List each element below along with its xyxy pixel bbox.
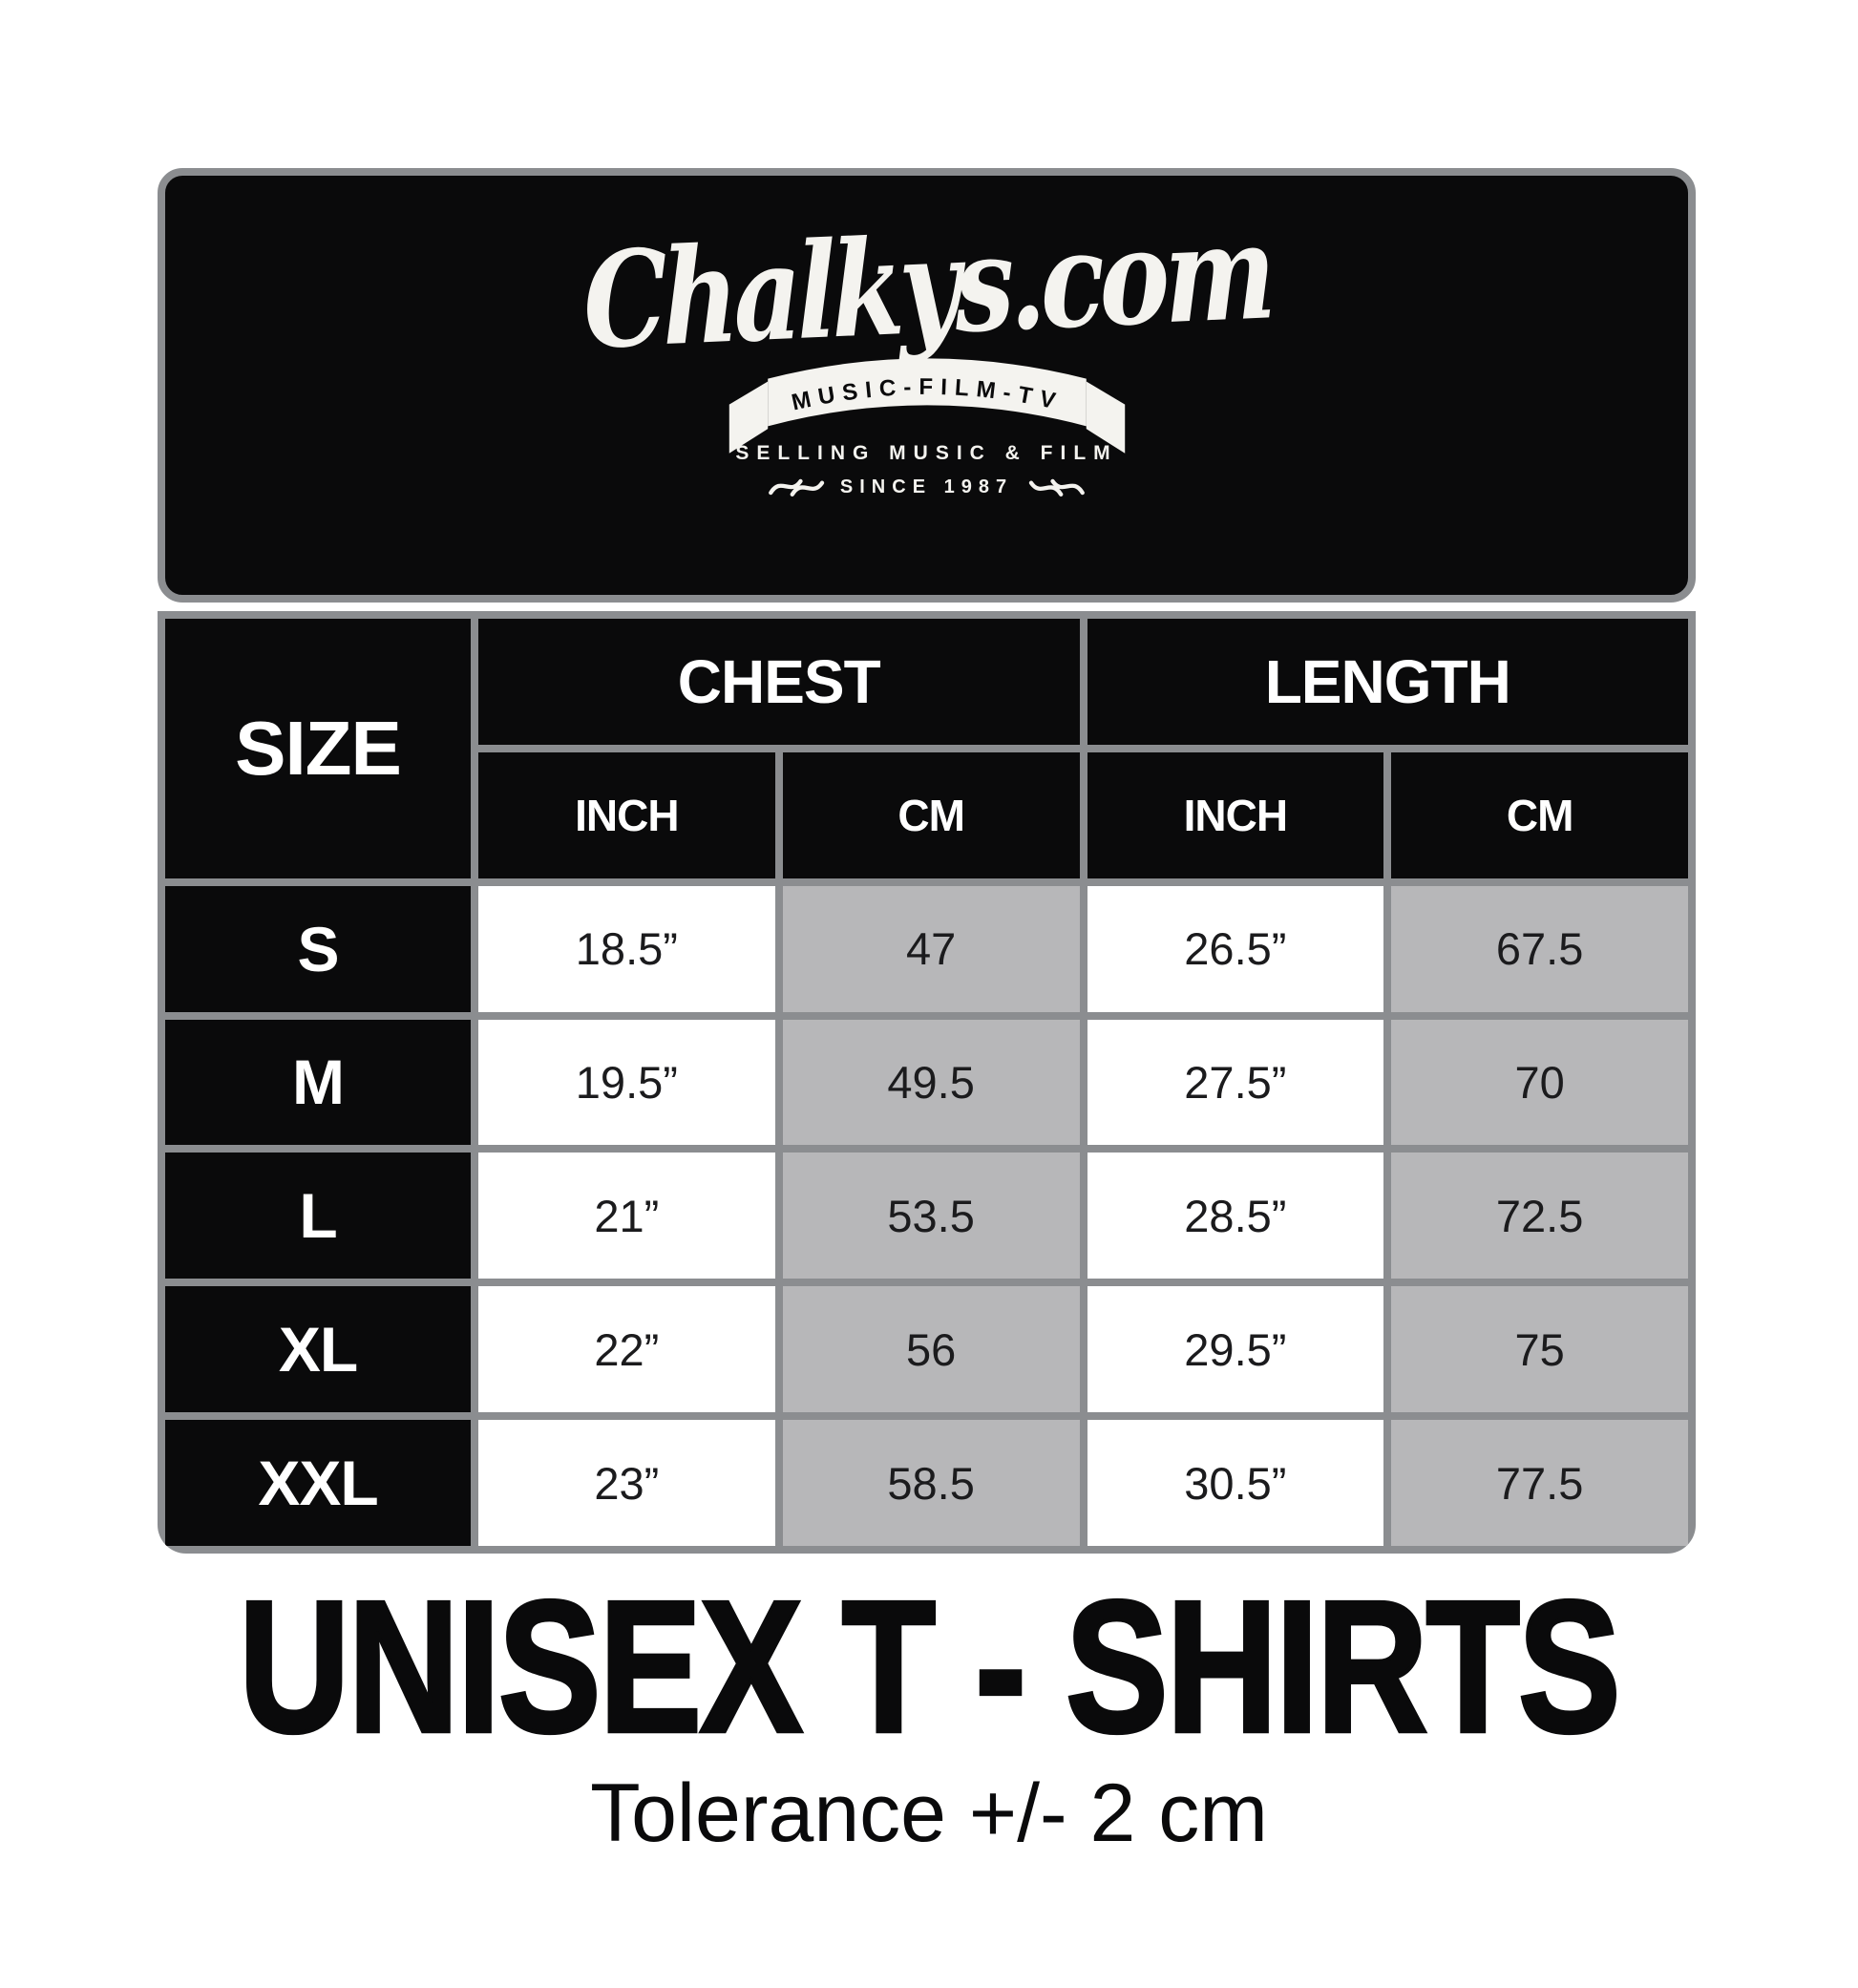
size-chart-table: SIZE CHEST LENGTH INCH CM INCH CM S 18.5… [158, 611, 1696, 1554]
brand-tagline: SELLING MUSIC & FILM [735, 442, 1118, 465]
size-header-cell: SIZE [165, 619, 471, 878]
ribbon-left-tail [728, 381, 768, 454]
flourish-left-icon [769, 479, 825, 497]
chest-cm-value-cell: 47 [782, 885, 1080, 1012]
length-inch-value-cell: 28.5” [1087, 1153, 1384, 1280]
since-row: SINCE 1987 [766, 475, 1087, 499]
ribbon-band [767, 358, 1087, 427]
length-cm-value-cell: 67.5 [1391, 885, 1688, 1012]
flourish-right-icon [1028, 479, 1085, 497]
length-cm-value-cell: 77.5 [1391, 1420, 1688, 1546]
brand-card: Chalkys.com MUSIC-FILM-TV SELLING MUSIC … [158, 168, 1696, 603]
chest-inch-value-cell: 23” [478, 1420, 775, 1546]
length-inch-value-cell: 26.5” [1087, 885, 1384, 1012]
size-label-cell: XL [165, 1286, 471, 1413]
size-label-cell: M [165, 1019, 471, 1146]
chest-inch-value-cell: 21” [478, 1153, 775, 1280]
chest-inch-value-cell: 22” [478, 1286, 775, 1413]
chest-header-cell: CHEST [478, 619, 1080, 745]
tolerance-note: Tolerance +/- 2 cm [590, 1767, 1268, 1859]
chest-cm-value-cell: 56 [782, 1286, 1080, 1413]
since-text: SINCE 1987 [839, 476, 1014, 497]
chest-cm-value-cell: 49.5 [782, 1019, 1080, 1146]
ribbon-right-tail [1086, 381, 1125, 454]
chest-cm-value-cell: 58.5 [782, 1420, 1080, 1546]
length-cm-header-cell: CM [1391, 751, 1688, 878]
length-cm-value-cell: 72.5 [1391, 1153, 1688, 1280]
brand-logo-script: Chalkys.com [581, 193, 1273, 379]
length-inch-value-cell: 29.5” [1087, 1286, 1384, 1413]
product-category-title: UNISEX T - SHIRTS [237, 1562, 1622, 1771]
size-label-cell: S [165, 885, 471, 1012]
ribbon-banner: MUSIC-FILM-TV [728, 358, 1125, 454]
length-inch-value-cell: 27.5” [1087, 1019, 1384, 1146]
chest-cm-value-cell: 53.5 [782, 1153, 1080, 1280]
length-inch-value-cell: 30.5” [1087, 1420, 1384, 1546]
chest-inch-header-cell: INCH [478, 751, 775, 878]
length-header-cell: LENGTH [1087, 619, 1688, 745]
size-label-cell: XXL [165, 1420, 471, 1546]
chest-inch-value-cell: 19.5” [478, 1019, 775, 1146]
length-cm-value-cell: 70 [1391, 1019, 1688, 1146]
size-label-cell: L [165, 1153, 471, 1280]
length-cm-value-cell: 75 [1391, 1286, 1688, 1413]
length-inch-header-cell: INCH [1087, 751, 1384, 878]
chest-inch-value-cell: 18.5” [478, 885, 775, 1012]
chest-cm-header-cell: CM [782, 751, 1080, 878]
